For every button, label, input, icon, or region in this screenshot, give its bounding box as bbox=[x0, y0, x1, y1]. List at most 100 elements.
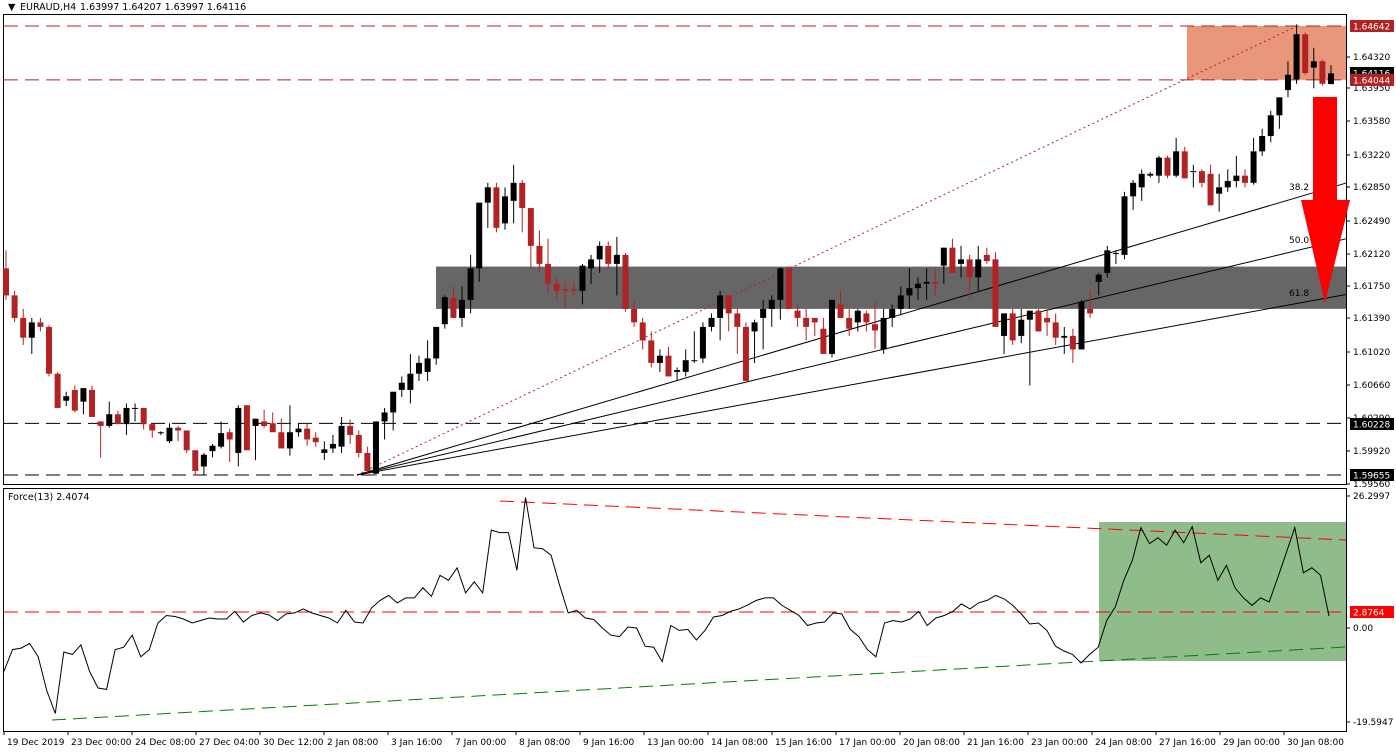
candle-body bbox=[1061, 335, 1068, 338]
candle-body bbox=[940, 247, 947, 266]
candle-body bbox=[975, 259, 982, 278]
candle bbox=[1259, 128, 1266, 156]
candle-body bbox=[1018, 319, 1025, 336]
price-axis[interactable]: 1.64320 1.63950 1.63580 1.63220 1.62850 1.624… bbox=[1346, 20, 1394, 728]
fib-fan-line-38[interactable] bbox=[356, 182, 1347, 476]
candle bbox=[502, 187, 509, 230]
candle-body bbox=[545, 263, 552, 284]
candle-body bbox=[527, 208, 534, 246]
candle bbox=[11, 290, 18, 323]
price-tick-label: 1.61390 bbox=[1353, 314, 1390, 324]
candle bbox=[1155, 155, 1162, 183]
candle-body bbox=[579, 265, 586, 291]
symbol-title: EURAUD,H4 bbox=[20, 2, 76, 13]
dropdown-triangle-icon[interactable]: ▼ bbox=[8, 2, 16, 13]
candle bbox=[304, 423, 311, 446]
candle-body bbox=[717, 295, 724, 318]
candle bbox=[1328, 65, 1334, 85]
candle-body bbox=[837, 304, 844, 318]
candle bbox=[1241, 169, 1248, 188]
candle-body bbox=[915, 283, 922, 289]
candle bbox=[1310, 47, 1317, 89]
candle bbox=[656, 349, 663, 372]
candle-body bbox=[570, 289, 577, 291]
price-tick-label: 1.59920 bbox=[1353, 447, 1390, 457]
candle bbox=[484, 182, 491, 228]
candle bbox=[536, 230, 543, 273]
candle bbox=[192, 450, 199, 476]
candle-body bbox=[880, 317, 887, 350]
candle-body bbox=[1095, 274, 1102, 282]
candle bbox=[286, 405, 293, 456]
price-tag bbox=[1350, 20, 1394, 32]
candle bbox=[157, 431, 164, 435]
time-tick-label: 29 Jan 00:00 bbox=[1223, 738, 1280, 748]
time-tick-label: 24 Jan 08:00 bbox=[1095, 738, 1152, 748]
candle bbox=[355, 430, 362, 458]
candle bbox=[1121, 191, 1128, 260]
candle bbox=[785, 267, 792, 309]
force-resistance-trendline[interactable] bbox=[499, 500, 1347, 541]
force-value-tag-label: 2.8764 bbox=[1353, 609, 1385, 619]
candle-body bbox=[751, 322, 758, 332]
fib-fan-baseline[interactable] bbox=[356, 25, 1298, 476]
price-tick-label: 1.60660 bbox=[1353, 381, 1390, 391]
price-panel[interactable] bbox=[3, 14, 1347, 485]
candle-body bbox=[149, 424, 156, 431]
fib-fan-line-50[interactable] bbox=[356, 238, 1347, 476]
price-tag-label: 1.64044 bbox=[1353, 77, 1390, 87]
candle-body bbox=[415, 362, 422, 374]
candle bbox=[252, 418, 259, 461]
candle bbox=[269, 412, 276, 433]
candle bbox=[871, 301, 878, 349]
candle bbox=[708, 313, 715, 332]
candle bbox=[149, 424, 156, 438]
candle-body bbox=[828, 299, 835, 354]
candle bbox=[1001, 313, 1008, 354]
candle bbox=[1250, 137, 1257, 185]
candle-body bbox=[785, 268, 792, 309]
candle-body bbox=[631, 308, 638, 323]
candle-body bbox=[1319, 61, 1326, 84]
time-tick-label: 19 Dec 2019 bbox=[7, 738, 65, 748]
candle bbox=[1164, 155, 1171, 179]
candle bbox=[338, 416, 345, 453]
candle-body bbox=[665, 355, 672, 377]
candle bbox=[1173, 137, 1180, 178]
candle bbox=[28, 317, 35, 354]
candle bbox=[1018, 308, 1025, 344]
candle bbox=[3, 250, 9, 300]
candle-body bbox=[1155, 157, 1162, 176]
candle bbox=[949, 238, 956, 273]
fib-fan-line-61[interactable] bbox=[356, 294, 1347, 476]
candle bbox=[975, 245, 982, 291]
candle bbox=[364, 446, 371, 473]
candle-body bbox=[734, 313, 741, 327]
candle bbox=[467, 254, 474, 314]
candle bbox=[1233, 155, 1240, 188]
time-tick-label: 30 Dec 12:00 bbox=[263, 738, 324, 748]
candle bbox=[278, 418, 285, 449]
candle-body bbox=[407, 373, 414, 390]
force-support-trendline[interactable] bbox=[51, 646, 1347, 721]
candle bbox=[381, 407, 388, 440]
candle-body bbox=[742, 326, 749, 381]
candle bbox=[372, 421, 379, 476]
candle-body bbox=[1044, 317, 1051, 323]
candle bbox=[459, 286, 466, 327]
candle-body bbox=[811, 317, 818, 323]
candle bbox=[596, 241, 603, 273]
time-axis[interactable]: 19 Dec 2019 23 Dec 00:00 24 Dec 08:00 27 De… bbox=[3, 731, 1344, 748]
candle-body bbox=[286, 432, 293, 449]
price-tick-label: 1.62490 bbox=[1353, 217, 1390, 227]
candle-body bbox=[682, 360, 689, 372]
candle bbox=[1104, 245, 1111, 278]
candle-body bbox=[674, 370, 681, 372]
candle-body bbox=[949, 247, 956, 273]
candle-body bbox=[200, 454, 207, 467]
price-tick-label: 1.63220 bbox=[1353, 151, 1390, 161]
force-highlight-zone bbox=[1099, 522, 1346, 661]
candle-body bbox=[854, 310, 861, 323]
candle-body bbox=[329, 443, 336, 449]
